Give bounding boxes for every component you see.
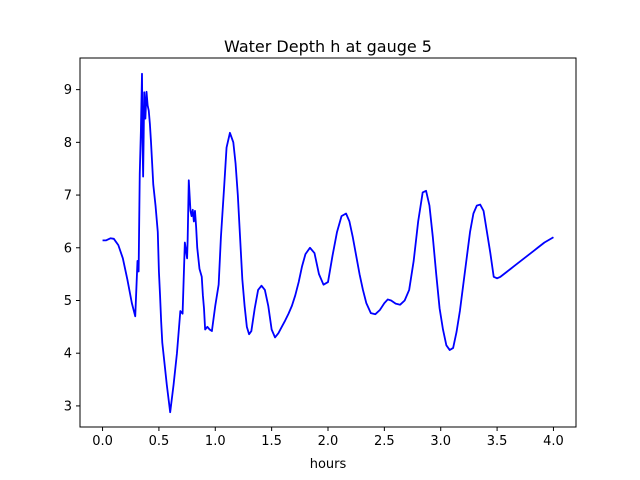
x-tick-label: 3.0 xyxy=(430,434,451,449)
y-tick-label: 9 xyxy=(64,83,72,98)
axis-ticks: 0.0 0.5 1.0 1.5 2.0 2.5 3.0 3.5 4.0 3 4 5 6 7 8 9 xyxy=(64,83,564,449)
x-tick-label: 2.5 xyxy=(374,434,395,449)
x-tick-label: 2.0 xyxy=(318,434,339,449)
y-tick-label: 3 xyxy=(64,399,72,414)
x-tick-label: 1.0 xyxy=(205,434,226,449)
x-tick-label: 1.5 xyxy=(261,434,282,449)
y-tick-label: 7 xyxy=(64,189,72,204)
x-tick-label: 0.0 xyxy=(92,434,113,449)
series-line-0 xyxy=(102,72,554,414)
y-tick-label: 6 xyxy=(64,241,72,256)
x-tick-label: 4.0 xyxy=(543,434,564,449)
chart-title: Water Depth h at gauge 5 xyxy=(224,37,432,56)
plot-area xyxy=(102,72,554,414)
y-tick-label: 4 xyxy=(64,347,72,362)
y-tick-label: 8 xyxy=(64,136,72,151)
x-tick-label: 0.5 xyxy=(149,434,170,449)
x-axis-label: hours xyxy=(310,457,347,472)
x-tick-label: 3.5 xyxy=(487,434,508,449)
y-tick-label: 5 xyxy=(64,294,72,309)
